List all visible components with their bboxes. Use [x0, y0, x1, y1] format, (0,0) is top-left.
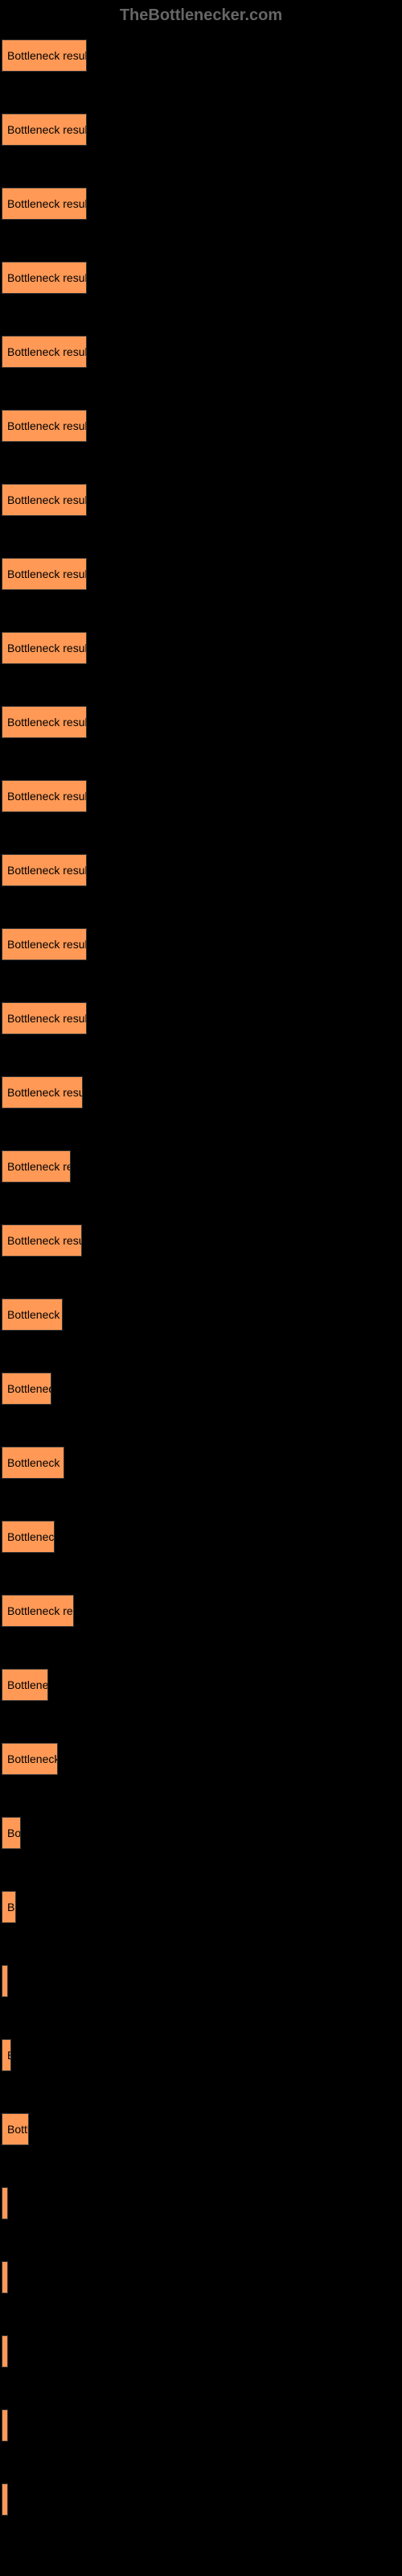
- bar-row: Bottleneck result: [2, 39, 400, 72]
- bar-row: Bottleneck result: [2, 632, 400, 664]
- bar-row: Bottleneck result: [2, 854, 400, 886]
- bar: [2, 2187, 8, 2219]
- bar-row: Bottleneck r: [2, 1298, 400, 1331]
- bar-row: [2, 2483, 400, 2516]
- bar-row: Bottleneck result: [2, 114, 400, 146]
- bar-label: Bottleneck result: [7, 938, 87, 951]
- bar-label: Bottleneck result: [7, 123, 87, 136]
- bar: Bottleneck result: [2, 780, 87, 812]
- bar-row: Bottleneck result: [2, 780, 400, 812]
- bar: Bottleneck result: [2, 188, 87, 220]
- bar: [2, 1965, 8, 1997]
- header-title: TheBottlenecker.com: [120, 6, 282, 24]
- bar: Bottleneck r: [2, 1447, 64, 1479]
- bar-label: Bot: [7, 1827, 21, 1839]
- bar: Bottleneck result: [2, 484, 87, 516]
- bar-label: Bottleneck res: [7, 1604, 74, 1617]
- bar-row: Bottlene: [2, 1669, 400, 1701]
- bar: Bottleneck result: [2, 336, 87, 368]
- bar-row: [2, 2409, 400, 2442]
- bar: Bottleneck res: [2, 1595, 74, 1627]
- bar-row: Bottlened: [2, 1373, 400, 1405]
- bar-label: Bottl: [7, 2123, 29, 2136]
- bar-label: Bottleneck result: [7, 790, 87, 803]
- bar-row: Bottleneck result: [2, 1224, 400, 1257]
- bar-row: Bottleneck r: [2, 1447, 400, 1479]
- bar: [2, 2409, 8, 2442]
- bar-label: B: [7, 2049, 11, 2062]
- bar-label: Bottleneck result: [7, 864, 87, 877]
- bar-row: Bo: [2, 1891, 400, 1923]
- bar-label: Bottleneck r: [7, 1308, 63, 1321]
- bar: Bottleneck result: [2, 854, 87, 886]
- bar-label: Bottleneck result: [7, 642, 87, 654]
- bar: [2, 2335, 8, 2368]
- bar-label: Bottleneck result: [7, 1086, 83, 1099]
- bar-row: Bottleneck: [2, 1743, 400, 1775]
- bar-row: Bottleneck re: [2, 1150, 400, 1183]
- bar-label: Bottleneck result: [7, 345, 87, 358]
- header: TheBottlenecker.com: [0, 0, 402, 31]
- bar-label: Bottlened: [7, 1382, 51, 1395]
- bar: Bottleneck result: [2, 1224, 82, 1257]
- bar-row: Bottleneck result: [2, 262, 400, 294]
- bar-label: Bottleneck result: [7, 1012, 87, 1025]
- bar: [2, 2261, 8, 2293]
- bar-label: Bottleneck r: [7, 1456, 64, 1469]
- bar: Bottleneck result: [2, 558, 87, 590]
- bar-label: Bottleneck result: [7, 49, 87, 62]
- bar-label: Bottleneck result: [7, 197, 87, 210]
- bar-chart: Bottleneck result Bottleneck result Bottle…: [0, 31, 402, 2566]
- bar-label: Bottleneck result: [7, 716, 87, 729]
- bar-row: Bottleneck result: [2, 706, 400, 738]
- bar-label: Bo: [7, 1901, 16, 1913]
- bar: Bottleneck result: [2, 928, 87, 960]
- bar-row: [2, 1965, 400, 1997]
- bar-row: Bottleneck result: [2, 1076, 400, 1108]
- bar: Bottleneck result: [2, 1002, 87, 1034]
- bar-row: Bottleneck result: [2, 1002, 400, 1034]
- bar: Bottleneck r: [2, 1298, 63, 1331]
- bar-row: [2, 2335, 400, 2368]
- bar-row: Bottleneck result: [2, 336, 400, 368]
- bar: Bottleneck result: [2, 706, 87, 738]
- bar-label: Bottleneck: [7, 1530, 55, 1543]
- bar-row: Bottl: [2, 2113, 400, 2145]
- bar-label: Bottleneck result: [7, 1234, 82, 1247]
- bar-label: Bottleneck result: [7, 419, 87, 432]
- bar: Bo: [2, 1891, 16, 1923]
- bar: Bottleneck: [2, 1743, 58, 1775]
- bar: Bottleneck result: [2, 39, 87, 72]
- bar-row: Bottleneck result: [2, 188, 400, 220]
- bar: Bottleneck result: [2, 632, 87, 664]
- bar: Bottleneck: [2, 1521, 55, 1553]
- bar-row: Bot: [2, 1817, 400, 1849]
- bar-label: Bottleneck result: [7, 493, 87, 506]
- bar-label: Bottleneck result: [7, 271, 87, 284]
- bar-label: Bottleneck re: [7, 1160, 71, 1173]
- bar-row: [2, 2261, 400, 2293]
- bar: Bottleneck result: [2, 410, 87, 442]
- bar: Bottl: [2, 2113, 29, 2145]
- bar: Bottlene: [2, 1669, 48, 1701]
- bar-label: Bottleneck result: [7, 568, 87, 580]
- bar: Bottleneck result: [2, 1076, 83, 1108]
- bar: [2, 2483, 8, 2516]
- bar-row: Bottleneck result: [2, 928, 400, 960]
- bar-label: Bottleneck: [7, 1752, 58, 1765]
- bar: Bottleneck result: [2, 114, 87, 146]
- bar: Bot: [2, 1817, 21, 1849]
- bar-row: [2, 2187, 400, 2219]
- bar-row: B: [2, 2039, 400, 2071]
- bar: Bottlened: [2, 1373, 51, 1405]
- bar: Bottleneck result: [2, 262, 87, 294]
- bar-row: Bottleneck result: [2, 484, 400, 516]
- bar-row: Bottleneck: [2, 1521, 400, 1553]
- bar: B: [2, 2039, 11, 2071]
- bar-row: Bottleneck result: [2, 410, 400, 442]
- bar: Bottleneck re: [2, 1150, 71, 1183]
- bar-row: Bottleneck res: [2, 1595, 400, 1627]
- bar-label: Bottlene: [7, 1678, 48, 1691]
- bar-row: Bottleneck result: [2, 558, 400, 590]
